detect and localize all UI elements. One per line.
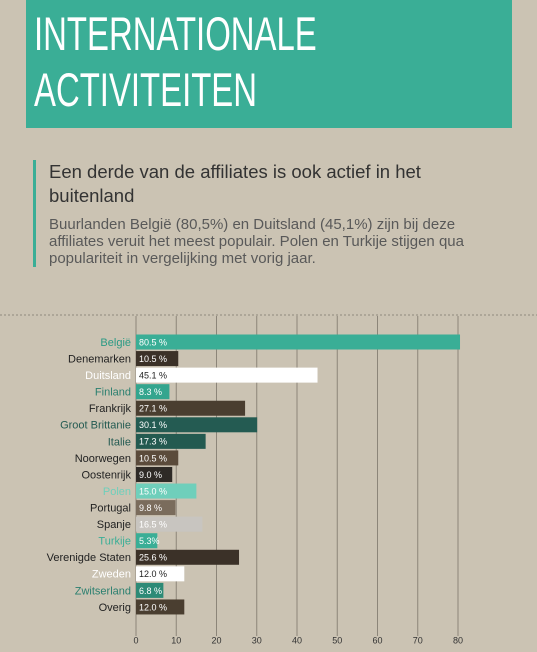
value-label: 25.6 % [139,553,167,563]
category-label: Noorwegen [75,453,131,465]
category-label: Verenigde Staten [47,552,131,564]
bar [136,466,173,482]
category-label: Zwitserland [75,585,131,597]
x-tick-label: 60 [372,635,382,645]
category-label: Portugal [90,503,131,515]
bar [136,599,185,615]
bar [136,483,197,499]
x-tick-label: 30 [252,635,262,645]
bar [136,384,170,400]
value-label: 17.3 % [139,437,167,447]
value-label: 15.0 % [139,486,167,496]
bar [136,582,164,598]
bar [136,400,246,416]
paragraph: Buurlanden België (80,5%) en Duitsland (… [49,216,464,267]
value-label: 10.5 % [139,354,167,364]
value-label: 16.5 % [139,520,167,530]
value-label: 12.0 % [139,602,167,612]
category-label: Polen [103,486,131,498]
category-label: Groot Brittanie [60,420,131,432]
value-label: 45.1 % [139,370,167,380]
x-tick-label: 50 [332,635,342,645]
x-tick-label: 70 [413,635,423,645]
category-label: Frankrijk [89,403,132,415]
x-tick-label: 10 [171,635,181,645]
chart: 0 10 20 30 40 50 60 70 80 België 80.5 % Denemarken 1… [0,314,537,645]
value-label: 10.5 % [139,453,167,463]
value-label: 5.3% [139,536,160,546]
category-label: Duitsland [85,370,131,382]
value-label: 8.3 % [139,387,162,397]
header-box: INTERNATIONALE ACTIVITEITEN [26,0,512,128]
value-label: 9.8 % [139,503,162,513]
bar [136,566,185,582]
bar [136,334,461,350]
bar [136,533,158,549]
category-label: België [100,337,131,349]
intro: Een derde van de affiliates is ook actie… [33,160,509,267]
category-label: Finland [95,387,131,399]
category-label: Turkije [98,536,131,548]
bar [136,417,258,433]
category-label: Denemarken [68,353,131,365]
value-label: 9.0 % [139,470,162,480]
value-label: 12.0 % [139,569,167,579]
value-label: 27.1 % [139,404,167,414]
bar [136,500,176,516]
bar [136,450,179,466]
bar [136,367,318,383]
bar [136,549,240,565]
x-tick-label: 40 [292,635,302,645]
page-title: INTERNATIONALE ACTIVITEITEN [34,7,317,116]
category-label: Italie [108,436,131,448]
x-tick-label: 0 [133,635,138,645]
heading: Een derde van de affiliates is ook actie… [49,161,421,206]
value-label: 80.5 % [139,337,167,347]
bar [136,516,203,532]
x-tick-label: 20 [211,635,221,645]
x-tick-label: 80 [453,635,463,645]
category-label: Spanje [97,519,131,531]
value-label: 6.8 % [139,586,162,596]
bar [136,433,206,449]
bar [136,351,179,367]
category-label: Overig [99,602,131,614]
value-label: 30.1 % [139,420,167,430]
category-label: Oostenrijk [81,469,131,481]
category-label: Zweden [92,569,131,581]
